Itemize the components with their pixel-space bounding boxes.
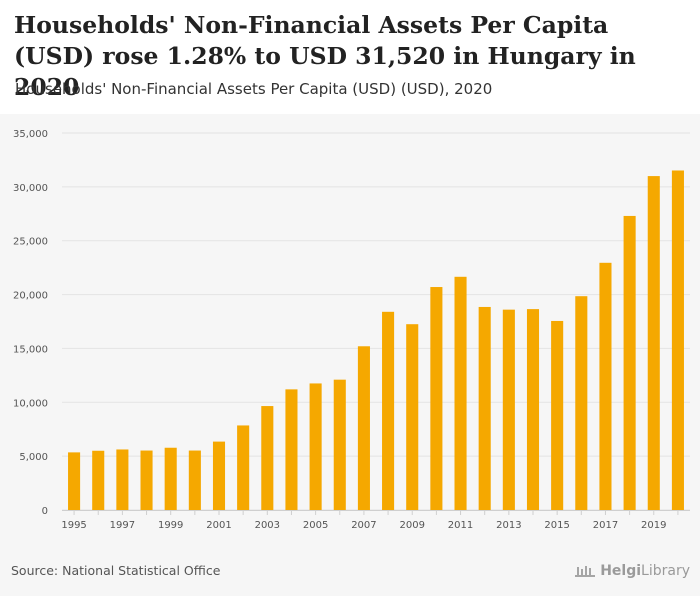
bar-2016: [575, 296, 588, 510]
y-tick-label: 35,000: [13, 129, 48, 140]
bar-2012: [478, 306, 491, 510]
x-tick-label: 2019: [641, 520, 666, 531]
bar-2003: [261, 406, 274, 510]
bar-1998: [140, 450, 153, 510]
bar-2007: [357, 346, 370, 510]
y-tick-label: 25,000: [13, 237, 48, 248]
bar-2009: [406, 324, 419, 510]
y-tick-label: 0: [42, 506, 48, 517]
x-tick-label: 2007: [351, 520, 376, 531]
bar-1999: [164, 447, 177, 510]
header: Households' Non-Financial Assets Per Cap…: [0, 0, 700, 114]
x-tick-label: 2017: [593, 520, 618, 531]
source-note: Source: National Statistical Office: [11, 563, 221, 578]
bar-2010: [430, 287, 443, 510]
page-title: Households' Non-Financial Assets Per Cap…: [14, 11, 636, 101]
x-tick-label: 2003: [255, 520, 280, 531]
x-tick-label: 2011: [448, 520, 473, 531]
bar-chart: 0 5,000 10,000 15,000 20,000 25,000 30,000 35,0…: [13, 129, 690, 531]
bar-2002: [237, 425, 250, 510]
bar-1997: [116, 449, 129, 510]
chart-subtitle: Households' Non-Financial Assets Per Cap…: [15, 80, 493, 98]
brand-name-bold: Helgi: [600, 563, 642, 579]
x-tick-label: 1997: [110, 520, 135, 531]
y-tick-label: 20,000: [13, 291, 48, 302]
bar-2000: [188, 450, 201, 510]
bar-2001: [212, 441, 226, 510]
bar-2013: [502, 309, 515, 510]
bar-2014: [526, 309, 540, 510]
x-tick-label: 2015: [544, 520, 569, 531]
brand-name-rest: Library: [641, 563, 690, 579]
bar-2020: [671, 170, 684, 511]
bar-2005: [309, 383, 322, 510]
bar-2018: [623, 215, 636, 510]
brand-logo[interactable]: HelgiLibrary: [574, 563, 690, 579]
bar-1996: [92, 450, 105, 510]
x-tick-label: 2009: [400, 520, 425, 531]
y-tick-label: 5,000: [19, 452, 48, 463]
x-tick-label: 2005: [303, 520, 328, 531]
bar-1995: [68, 452, 81, 510]
bar-2015: [551, 320, 564, 510]
bar-2006: [333, 379, 346, 510]
y-tick-label: 30,000: [13, 183, 48, 194]
bar-2019: [647, 176, 660, 511]
library-columns-icon: [575, 566, 596, 577]
x-tick-label: 2001: [206, 520, 231, 531]
y-tick-label: 15,000: [13, 344, 48, 355]
bar-2017: [599, 262, 612, 510]
bar-2008: [382, 311, 395, 510]
brand-name: HelgiLibrary: [600, 563, 690, 579]
bar-2004: [285, 389, 298, 510]
bar-2011: [454, 276, 467, 510]
x-tick-label: 1999: [158, 520, 183, 531]
x-tick-label: 1995: [61, 520, 86, 531]
x-tick-label: 2013: [496, 520, 521, 531]
y-tick-label: 10,000: [13, 398, 48, 409]
